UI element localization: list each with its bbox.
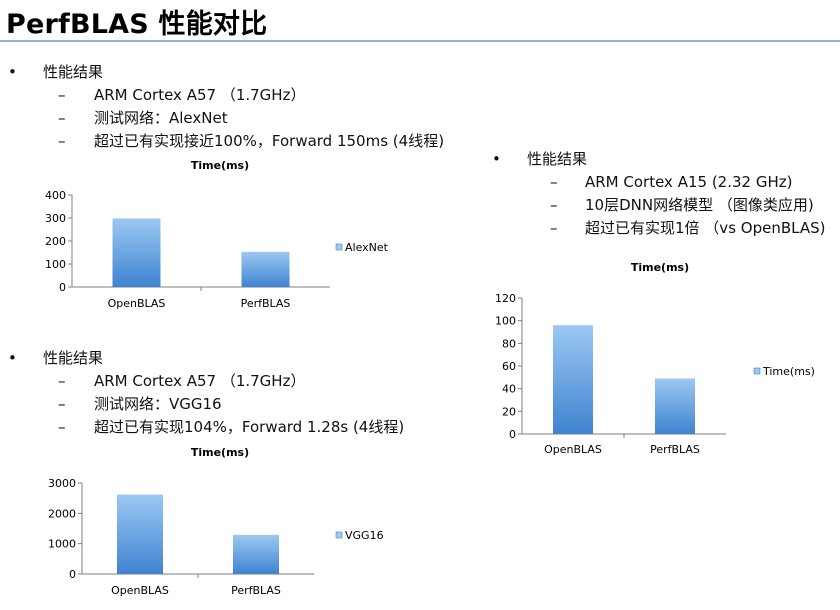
legend-swatch bbox=[754, 368, 760, 374]
chart-dnn: Time(ms) 0 20 40 60 80 100 120 OpenBLAS PerfBLAS T… bbox=[480, 255, 840, 465]
section-heading-text: 性能结果 bbox=[43, 63, 103, 81]
y-tick-label: 120 bbox=[495, 292, 516, 305]
bar bbox=[113, 218, 161, 287]
bar bbox=[553, 325, 593, 434]
x-tick-label: OpenBLAS bbox=[111, 584, 169, 597]
y-tick-label: 100 bbox=[495, 315, 516, 328]
bar bbox=[655, 378, 695, 434]
bullet-marker: • bbox=[492, 148, 501, 171]
bar bbox=[242, 252, 290, 287]
y-tick-label: 200 bbox=[45, 235, 66, 248]
dash-marker: – bbox=[550, 171, 558, 194]
dash-marker: – bbox=[58, 84, 66, 107]
x-tick-label: PerfBLAS bbox=[241, 297, 291, 310]
y-tick-label: 20 bbox=[502, 405, 516, 418]
dash-marker: – bbox=[58, 107, 66, 130]
list-item-text: 测试网络：AlexNet bbox=[94, 109, 228, 127]
list-item: – 超过已有实现1倍 （vs OpenBLAS) bbox=[492, 217, 825, 240]
section-heading-text: 性能结果 bbox=[43, 349, 103, 367]
chart-title: Time(ms) bbox=[191, 159, 249, 172]
y-tick-label: 80 bbox=[502, 337, 516, 350]
y-tick-label: 3000 bbox=[48, 477, 76, 490]
legend-label: Time(ms) bbox=[762, 365, 815, 378]
list-item: – ARM Cortex A57 （1.7GHz） bbox=[8, 370, 404, 393]
list-item-text: ARM Cortex A57 （1.7GHz） bbox=[94, 86, 305, 104]
y-tick-label: 300 bbox=[45, 212, 66, 225]
dash-marker: – bbox=[58, 416, 66, 439]
bar bbox=[117, 495, 163, 574]
list-item: – 测试网络：AlexNet bbox=[8, 107, 444, 130]
dash-marker: – bbox=[58, 370, 66, 393]
x-tick-label: OpenBLAS bbox=[108, 297, 166, 310]
list-item: – 超过已有实现104%，Forward 1.28s (4线程) bbox=[8, 416, 404, 439]
list-item-text: 超过已有实现104%，Forward 1.28s (4线程) bbox=[94, 418, 404, 436]
list-item-text: ARM Cortex A57 （1.7GHz） bbox=[94, 372, 305, 390]
list-item-text: 超过已有实现1倍 （vs OpenBLAS) bbox=[585, 219, 825, 237]
chart-vgg16: Time(ms) 0 1000 2000 3000 OpenBLAS PerfBLAS VGG… bbox=[0, 440, 420, 605]
list-item: – 10层DNN网络模型 （图像类应用) bbox=[492, 194, 825, 217]
list-item: – ARM Cortex A15 (2.32 GHz) bbox=[492, 171, 825, 194]
bar bbox=[233, 535, 279, 574]
legend-label: AlexNet bbox=[345, 241, 389, 254]
dash-marker: – bbox=[550, 194, 558, 217]
chart-title: Time(ms) bbox=[191, 446, 249, 459]
bullet-marker: • bbox=[8, 61, 17, 84]
bullet-marker: • bbox=[8, 347, 17, 370]
list-item-text: 测试网络：VGG16 bbox=[94, 395, 222, 413]
y-tick-label: 100 bbox=[45, 258, 66, 271]
legend-swatch bbox=[336, 532, 342, 538]
list-item: – 测试网络：VGG16 bbox=[8, 393, 404, 416]
x-tick-label: OpenBLAS bbox=[544, 443, 602, 456]
legend-swatch bbox=[336, 244, 342, 250]
section-heading: • 性能结果 bbox=[492, 148, 825, 171]
section-heading: • 性能结果 bbox=[8, 347, 404, 370]
chart-alexnet: Time(ms) 0 100 200 300 400 OpenBLAS PerfBLAS Ale… bbox=[0, 150, 420, 315]
y-tick-label: 60 bbox=[502, 360, 516, 373]
y-tick-label: 0 bbox=[69, 568, 76, 581]
section-alexnet: • 性能结果 – ARM Cortex A57 （1.7GHz） – 测试网络：Al… bbox=[8, 61, 444, 153]
y-tick-label: 0 bbox=[509, 428, 516, 441]
list-item-text: 10层DNN网络模型 （图像类应用) bbox=[585, 196, 814, 214]
legend-label: VGG16 bbox=[345, 529, 384, 542]
section-dnn: • 性能结果 – ARM Cortex A15 (2.32 GHz) – 10层DN… bbox=[492, 148, 825, 240]
list-item: – ARM Cortex A57 （1.7GHz） bbox=[8, 84, 444, 107]
x-tick-label: PerfBLAS bbox=[650, 443, 700, 456]
y-tick-label: 2000 bbox=[48, 507, 76, 520]
title-divider bbox=[0, 40, 840, 42]
section-vgg16: • 性能结果 – ARM Cortex A57 （1.7GHz） – 测试网络：VG… bbox=[8, 347, 404, 439]
y-tick-label: 400 bbox=[45, 189, 66, 202]
list-item-text: ARM Cortex A15 (2.32 GHz) bbox=[585, 173, 792, 191]
x-tick-label: PerfBLAS bbox=[231, 584, 281, 597]
y-tick-label: 0 bbox=[59, 281, 66, 294]
y-tick-label: 40 bbox=[502, 383, 516, 396]
section-heading-text: 性能结果 bbox=[527, 150, 587, 168]
y-tick-label: 1000 bbox=[48, 538, 76, 551]
list-item-text: 超过已有实现接近100%，Forward 150ms (4线程) bbox=[94, 132, 444, 150]
chart-title: Time(ms) bbox=[631, 261, 689, 274]
page-title: PerfBLAS 性能对比 bbox=[6, 2, 267, 41]
dash-marker: – bbox=[550, 217, 558, 240]
dash-marker: – bbox=[58, 393, 66, 416]
section-heading: • 性能结果 bbox=[8, 61, 444, 84]
